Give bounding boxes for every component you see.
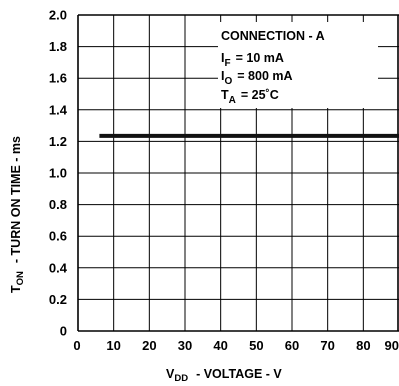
x-tick-label: 40 [213, 338, 227, 353]
annotation-if: IF = 10 mA [221, 51, 284, 69]
x-tick-label: 20 [142, 338, 156, 353]
y-tick-label: 0.4 [49, 260, 68, 275]
x-tick-label: 30 [178, 338, 192, 353]
x-tick-label: 10 [106, 338, 120, 353]
x-tick-label: 60 [285, 338, 299, 353]
y-tick-label: 1.8 [49, 39, 67, 54]
annotation-ta-sub: A [229, 95, 236, 106]
x-tick-label: 70 [320, 338, 334, 353]
annotation-io: IO = 800 mA [221, 69, 293, 87]
y-tick-label: 1.2 [49, 134, 67, 149]
annotation-io-main: I [221, 69, 224, 83]
y-tick-label: 0.2 [49, 292, 67, 307]
annotation-ta-main: T [221, 88, 229, 102]
annotation-if-rest: = 10 mA [236, 51, 284, 65]
y-tick-label: 1.6 [49, 71, 67, 86]
y-tick-label: 0.8 [49, 197, 67, 212]
annotation-ta-rest: = 25˚C [241, 88, 279, 102]
y-tick-label: 1.0 [49, 166, 67, 181]
x-axis-label-main: V [166, 367, 175, 381]
x-axis-label: VDD - VOLTAGE - V [166, 367, 282, 384]
annotation-io-rest: = 800 mA [237, 69, 292, 83]
y-tick-label: 1.4 [49, 102, 68, 117]
annotation-ta: TA = 25˚C [221, 88, 279, 106]
x-axis-label-sub: DD [174, 373, 188, 384]
y-axis-label-rest: - TURN ON TIME - ms [9, 136, 23, 263]
x-tick-label: 90 [385, 338, 399, 353]
y-tick-label: 0 [60, 324, 67, 339]
x-tick-label: 0 [73, 338, 80, 353]
y-tick-label: 2.0 [49, 8, 67, 23]
x-tick-label: 80 [356, 338, 370, 353]
x-tick-label: 50 [249, 338, 263, 353]
y-tick-labels: 0 0.2 0.4 0.6 0.8 1.0 1.2 1.4 1.6 1.8 2.0 [49, 8, 68, 339]
y-axis-label-sub: ON [15, 271, 26, 285]
y-tick-label: 0.6 [49, 229, 67, 244]
annotation-io-sub: O [224, 76, 232, 87]
annotation-connection: CONNECTION - A [221, 29, 325, 43]
y-axis-label-main: T [9, 285, 23, 293]
x-tick-labels: 0 10 20 30 40 50 60 70 80 90 [73, 338, 399, 353]
annotation-if-main: I [221, 51, 224, 65]
y-axis-label: TON - TURN ON TIME - ms [9, 136, 26, 293]
annotation-box [218, 22, 378, 108]
x-axis-label-rest: - VOLTAGE - V [196, 367, 282, 381]
annotation-if-sub: F [224, 58, 230, 69]
